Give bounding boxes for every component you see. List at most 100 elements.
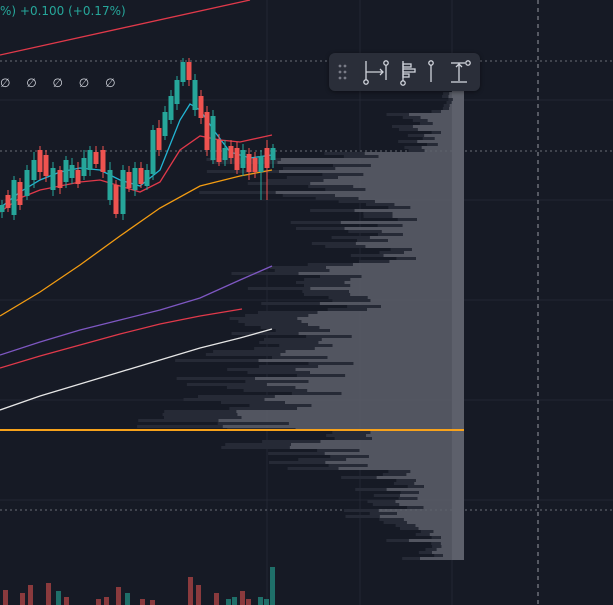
- profile-bin: [449, 104, 464, 107]
- candle-body: [210, 116, 216, 160]
- profile-bin-outer: [175, 359, 259, 362]
- volume-bar: [188, 577, 193, 605]
- profile-bin-outer: [221, 446, 290, 449]
- profile-bin-outer: [176, 377, 255, 380]
- profile-bin: [420, 116, 464, 119]
- profile-bin-outer: [287, 467, 339, 470]
- profile-bin-outer: [231, 332, 299, 335]
- profile-bin-outer: [431, 542, 441, 545]
- profile-bin: [408, 539, 464, 542]
- profile-bin: [365, 188, 464, 191]
- profile-bin-outer: [327, 308, 367, 311]
- profile-bin: [307, 389, 464, 392]
- profile-bin-outer: [369, 512, 397, 515]
- candle-body: [204, 112, 210, 150]
- volume-bar: [226, 599, 231, 605]
- profile-bin-outer: [279, 344, 333, 347]
- profile-bin-outer: [363, 212, 393, 215]
- profile-bin: [348, 290, 464, 293]
- profile-bin-outer: [330, 455, 369, 458]
- profile-bin: [285, 350, 464, 353]
- profile-bin-outer: [257, 311, 318, 314]
- profile-bin-outer: [343, 155, 379, 158]
- candle-body: [93, 152, 99, 164]
- profile-bin: [440, 131, 464, 134]
- profile-bin-outer: [260, 326, 320, 329]
- profile-bin: [429, 533, 464, 536]
- profile-bin-outer: [291, 392, 342, 395]
- profile-bin: [424, 134, 464, 137]
- profile-bin: [308, 314, 464, 317]
- candle-body: [17, 182, 23, 205]
- date-range-icon[interactable]: [361, 53, 391, 91]
- profile-bin: [320, 440, 464, 443]
- profile-bin-outer: [402, 116, 421, 119]
- ma-fast-line: [0, 103, 273, 209]
- profile-bin-outer: [419, 122, 433, 125]
- profile-bin-outer: [407, 506, 424, 509]
- candle-body: [216, 140, 222, 162]
- profile-bin-outer: [332, 299, 371, 302]
- profile-bin-outer: [247, 182, 311, 185]
- profile-bin-outer: [382, 473, 407, 476]
- drag-handle-icon[interactable]: [331, 53, 355, 91]
- profile-bin: [418, 491, 464, 494]
- volume-bar: [96, 599, 101, 605]
- profile-bin: [365, 434, 464, 437]
- profile-bin: [396, 512, 464, 515]
- profile-bin-outer: [282, 167, 336, 170]
- profile-bin: [295, 386, 464, 389]
- volume-profile-icon[interactable]: [397, 53, 427, 91]
- profile-bin-outer: [243, 389, 308, 392]
- candle-body: [63, 160, 69, 182]
- profile-bin-outer: [407, 134, 425, 137]
- profile-bin-outer: [443, 104, 450, 107]
- profile-bin-outer: [400, 491, 419, 494]
- candle-body: [87, 150, 93, 170]
- indicator-values-row: ∅ ∅ ∅ ∅ ∅: [0, 76, 122, 90]
- anchored-vwap-icon[interactable]: [425, 53, 455, 91]
- profile-bin: [289, 446, 464, 449]
- profile-bin: [421, 146, 464, 149]
- price-range-icon[interactable]: [445, 53, 479, 91]
- profile-bin-outer: [396, 479, 416, 482]
- candle-body: [162, 112, 168, 136]
- profile-bin: [354, 209, 464, 212]
- volume-bar: [258, 597, 263, 605]
- profile-bin-outer: [225, 443, 291, 446]
- volume-bar: [196, 585, 201, 605]
- profile-bin-outer: [425, 548, 437, 551]
- profile-bin-outer: [386, 113, 409, 116]
- profile-bin: [318, 341, 464, 344]
- profile-bin: [403, 518, 464, 521]
- profile-bin: [319, 302, 464, 305]
- profile-bin-outer: [296, 374, 346, 377]
- profile-bin-outer: [221, 401, 285, 404]
- profile-bin: [399, 494, 464, 497]
- profile-bin: [417, 497, 464, 500]
- candle-body: [43, 155, 49, 176]
- profile-bin-outer: [348, 230, 382, 233]
- profile-bin-outer: [227, 368, 296, 371]
- profile-bin: [402, 233, 464, 236]
- volume-bar: [125, 593, 130, 605]
- candle-body: [168, 96, 174, 120]
- profile-bin-outer: [377, 233, 403, 236]
- candle-body: [252, 158, 258, 172]
- candle-body: [186, 62, 192, 80]
- profile-bin: [406, 473, 464, 476]
- profile-bin: [378, 155, 464, 158]
- candle-body: [100, 150, 106, 172]
- profile-bin-outer: [326, 434, 366, 437]
- profile-bin-outer: [258, 365, 319, 368]
- profile-bin: [218, 419, 464, 422]
- profile-bin-outer: [268, 452, 325, 455]
- candle-body: [198, 96, 204, 118]
- profile-bin: [408, 113, 464, 116]
- candle-body: [69, 165, 75, 178]
- profile-bin: [353, 362, 464, 365]
- profile-bin: [222, 425, 464, 428]
- candle-body: [57, 170, 63, 188]
